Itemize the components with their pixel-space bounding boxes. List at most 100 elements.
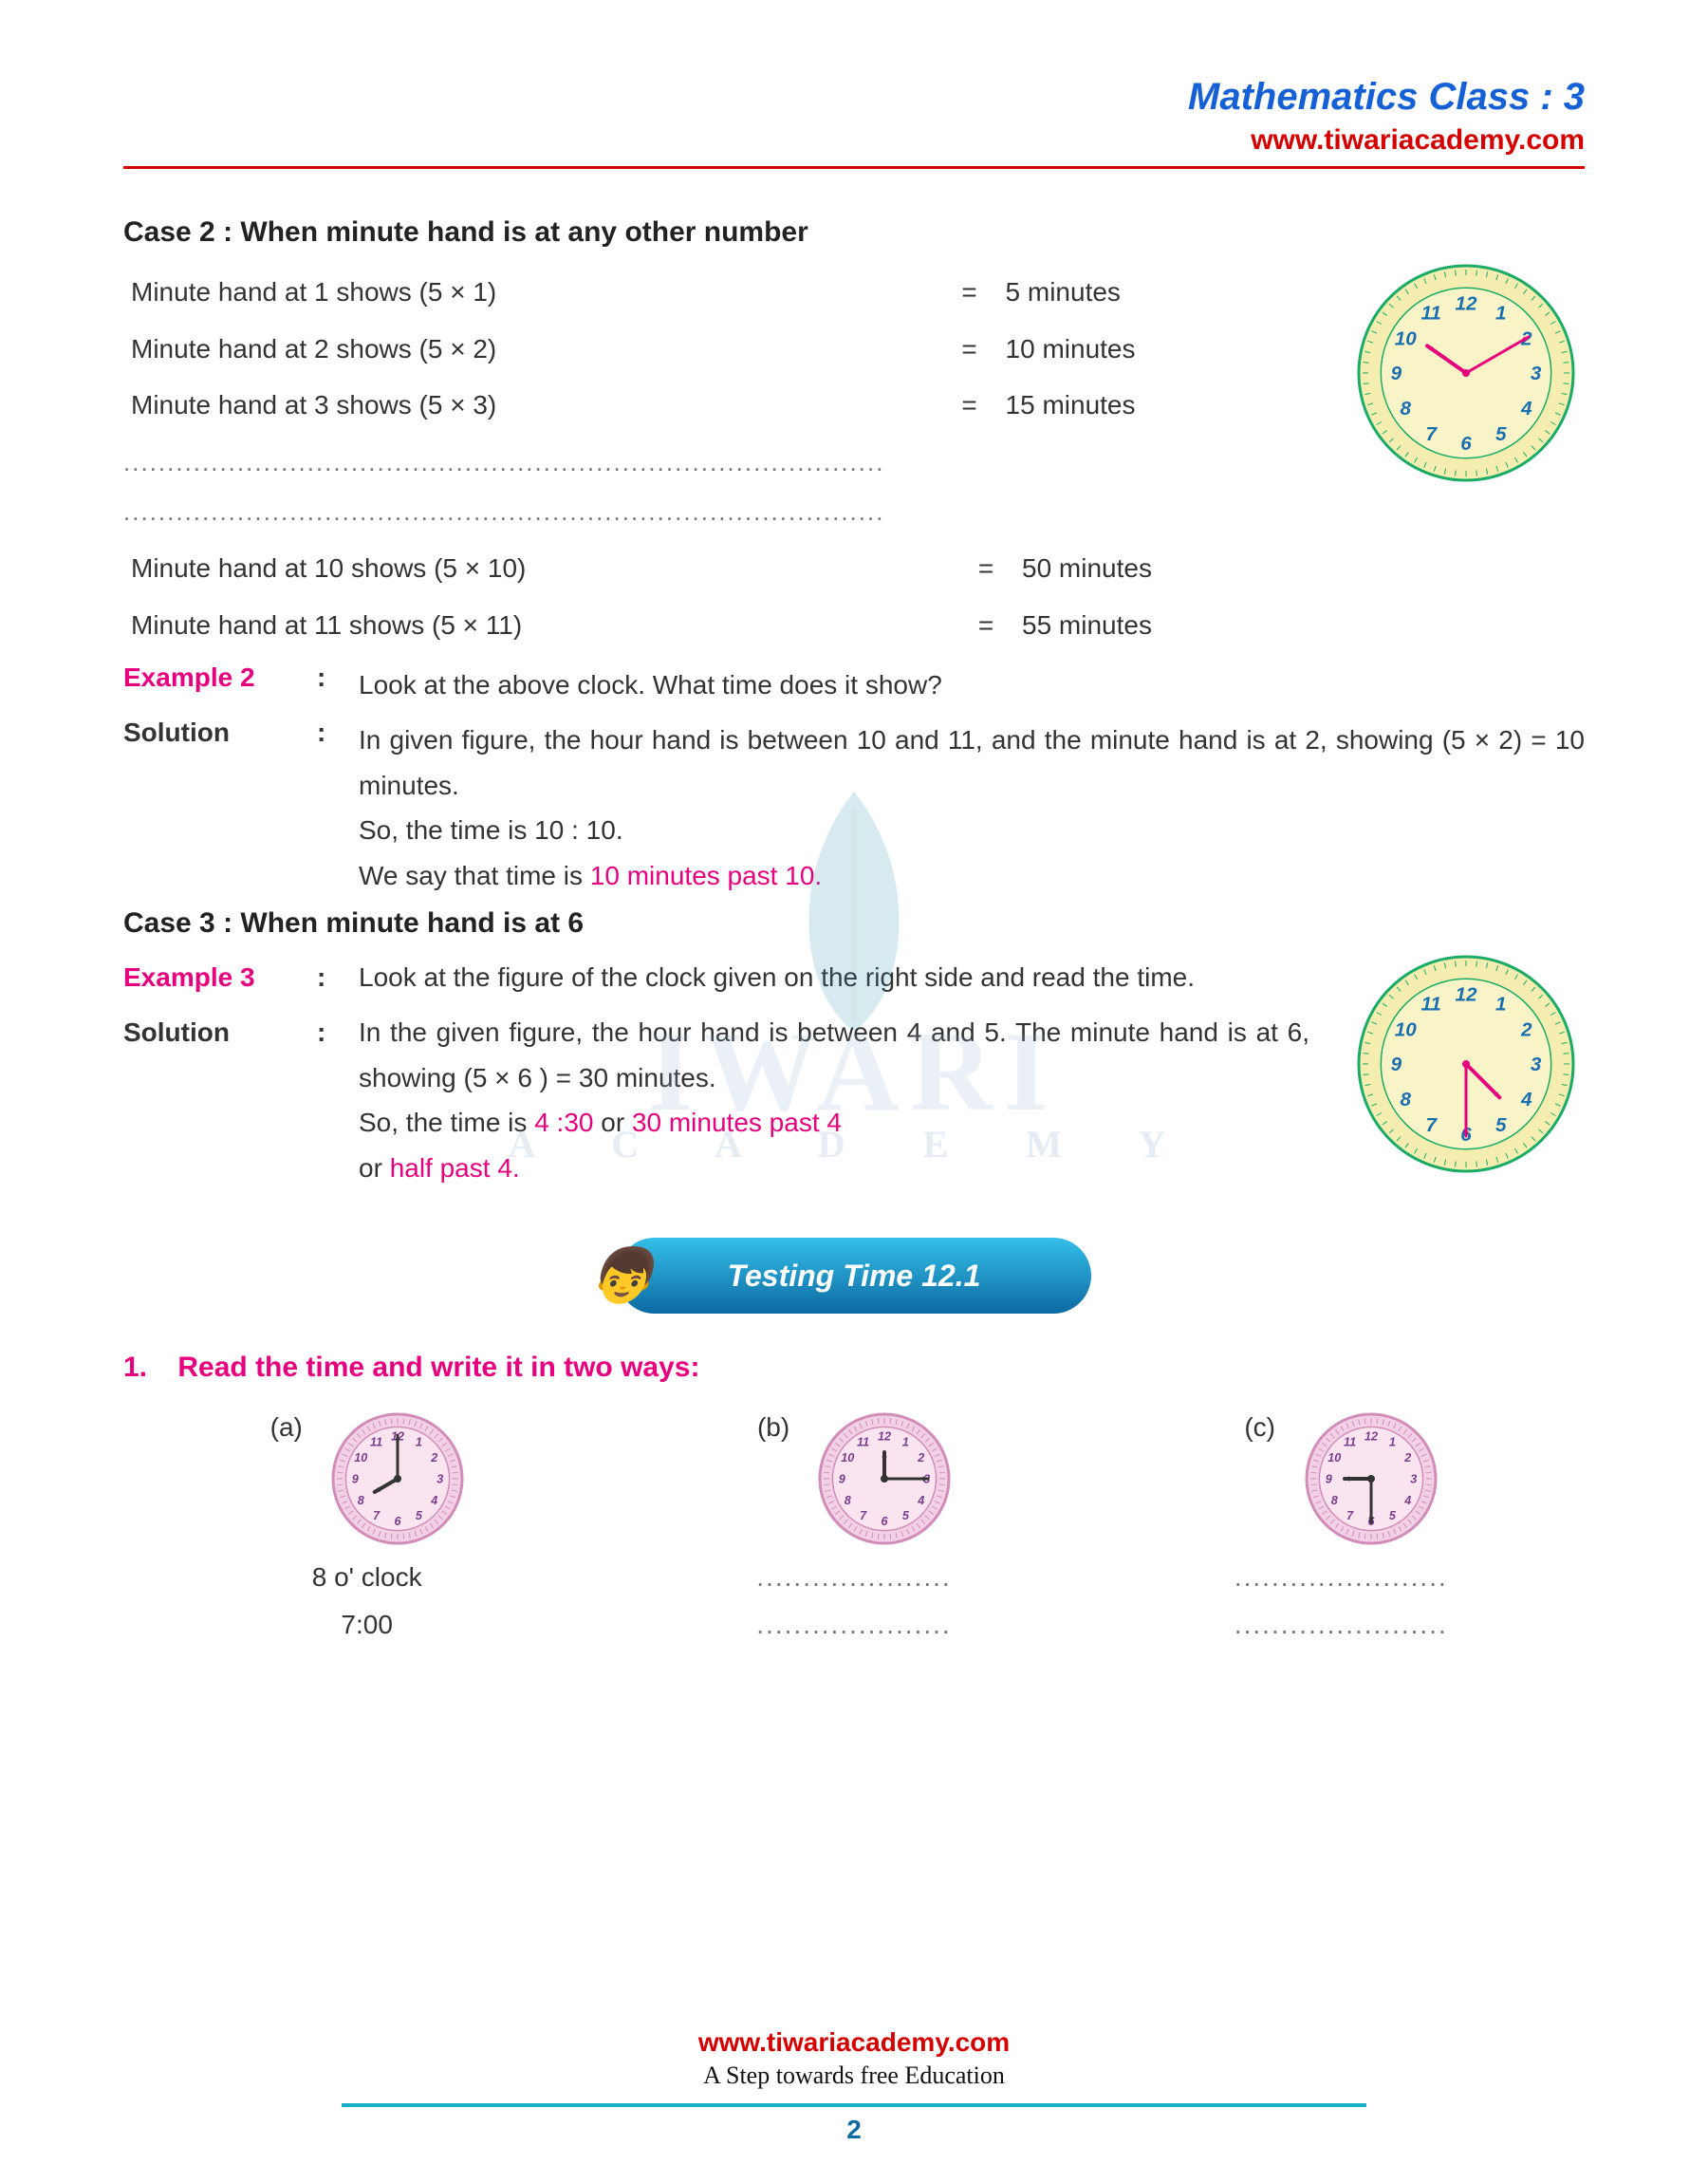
- case2-block: Minute hand at 1 shows (5 × 1)=5 minutes…: [123, 264, 1585, 653]
- example2-q-text: Look at the above clock. What time does …: [359, 662, 1585, 708]
- svg-text:11: 11: [370, 1436, 382, 1449]
- dotted-line: ........................................…: [123, 491, 1309, 532]
- svg-text:1: 1: [1495, 303, 1507, 325]
- svg-text:8: 8: [1401, 398, 1412, 420]
- example-label: Example 3: [123, 955, 294, 1000]
- exercise-clock-b: 123456789101112: [818, 1412, 951, 1545]
- svg-text:9: 9: [839, 1473, 845, 1486]
- solution-line: In the given figure, the hour hand is be…: [359, 1010, 1309, 1100]
- exercise-item-b: (b) 123456789101112 ....................…: [635, 1412, 1073, 1640]
- svg-text:8: 8: [1331, 1494, 1338, 1507]
- svg-text:2: 2: [1520, 1019, 1532, 1041]
- solution-line: In given figure, the hour hand is betwee…: [359, 718, 1585, 808]
- student-icon: 👦: [588, 1244, 655, 1307]
- case3-heading: Case 3 : When minute hand is at 6: [123, 907, 1585, 940]
- mh-row: Minute hand at 1 shows (5 × 1)=5 minutes: [123, 264, 1309, 321]
- footer-link[interactable]: www.tiwariacademy.com: [0, 2027, 1708, 2058]
- exercise-clock-a: 123456789101112: [331, 1412, 464, 1545]
- svg-text:3: 3: [1411, 1473, 1418, 1486]
- svg-text:5: 5: [1495, 1114, 1507, 1136]
- answer-line: 7:00: [341, 1610, 393, 1640]
- svg-text:11: 11: [1420, 994, 1440, 1016]
- svg-text:4: 4: [430, 1494, 437, 1507]
- solution-label: Solution: [123, 1010, 294, 1190]
- svg-text:1: 1: [416, 1436, 422, 1449]
- svg-text:5: 5: [1389, 1509, 1397, 1522]
- svg-text:7: 7: [1425, 1114, 1438, 1136]
- mh-row: Minute hand at 10 shows (5 × 10)=50 minu…: [123, 540, 1309, 597]
- minute-hand-table-2: Minute hand at 10 shows (5 × 10)=50 minu…: [123, 540, 1309, 653]
- svg-text:7: 7: [860, 1509, 867, 1522]
- testing-time-banner: 👦 Testing Time 12.1: [617, 1238, 1091, 1314]
- svg-text:12: 12: [1455, 984, 1477, 1006]
- svg-text:10: 10: [354, 1451, 367, 1465]
- example3-solution: Solution : In the given figure, the hour…: [123, 1010, 1309, 1190]
- answer-line: 8 o' clock: [312, 1562, 422, 1593]
- svg-text:7: 7: [1346, 1509, 1354, 1522]
- svg-text:12: 12: [1365, 1430, 1378, 1444]
- header-rule: [123, 166, 1585, 169]
- minute-hand-table: Minute hand at 1 shows (5 × 1)=5 minutes…: [123, 264, 1309, 434]
- svg-text:9: 9: [351, 1473, 358, 1486]
- dotted-line: ........................................…: [123, 441, 1309, 483]
- svg-text:8: 8: [357, 1494, 363, 1507]
- option-label: (b): [757, 1412, 795, 1443]
- svg-text:3: 3: [436, 1473, 443, 1486]
- question1-heading: 1. Read the time and write it in two way…: [123, 1352, 1585, 1384]
- svg-text:10: 10: [1395, 327, 1418, 349]
- header-title: Mathematics Class : 3: [123, 76, 1585, 119]
- question-text: Read the time and write it in two ways:: [177, 1352, 699, 1383]
- svg-text:2: 2: [430, 1451, 437, 1465]
- footer-tagline: A Step towards free Education: [0, 2062, 1708, 2090]
- example-label: Example 2: [123, 662, 294, 708]
- example3-block: Example 3 : Look at the figure of the cl…: [123, 955, 1585, 1200]
- exercise-clocks: (a) 123456789101112 8 o' clock 7:00 (b) …: [123, 1412, 1585, 1640]
- svg-text:12: 12: [1455, 293, 1477, 315]
- svg-text:10: 10: [1395, 1019, 1418, 1041]
- answer-blank: .......................: [1235, 1562, 1448, 1593]
- svg-text:9: 9: [1391, 1054, 1402, 1076]
- mh-row: Minute hand at 3 shows (5 × 3)=15 minute…: [123, 377, 1309, 434]
- option-label: (a): [270, 1412, 308, 1443]
- example2-solution: Solution : In given figure, the hour han…: [123, 718, 1585, 898]
- svg-text:2: 2: [917, 1451, 924, 1465]
- exercise-item-c: (c) 123456789101112 ....................…: [1122, 1412, 1560, 1640]
- svg-text:10: 10: [1328, 1451, 1342, 1465]
- clock-10-10: 123456789101112: [1357, 264, 1575, 482]
- answer-blank: .....................: [756, 1610, 951, 1640]
- exercise-clock-c: 123456789101112: [1305, 1412, 1438, 1545]
- svg-text:1: 1: [902, 1436, 909, 1449]
- svg-text:9: 9: [1326, 1473, 1332, 1486]
- svg-text:4: 4: [1520, 398, 1532, 420]
- svg-text:11: 11: [1344, 1436, 1356, 1449]
- page-footer: www.tiwariacademy.com A Step towards fre…: [0, 2027, 1708, 2145]
- svg-text:6: 6: [881, 1515, 888, 1528]
- svg-text:6: 6: [394, 1515, 401, 1528]
- solution-line: or half past 4.: [359, 1146, 1309, 1191]
- svg-text:4: 4: [917, 1494, 924, 1507]
- svg-text:8: 8: [845, 1494, 851, 1507]
- svg-text:6: 6: [1460, 433, 1472, 455]
- example2-question: Example 2 : Look at the above clock. Wha…: [123, 662, 1585, 708]
- svg-text:7: 7: [373, 1509, 381, 1522]
- answer-blank: .....................: [756, 1562, 951, 1593]
- svg-text:4: 4: [1520, 1089, 1532, 1110]
- svg-text:5: 5: [1495, 423, 1507, 445]
- example3-q-text: Look at the figure of the clock given on…: [359, 955, 1309, 1000]
- svg-text:10: 10: [841, 1451, 854, 1465]
- question-number: 1.: [123, 1352, 147, 1383]
- banner-label: Testing Time 12.1: [728, 1259, 981, 1294]
- solution-label: Solution: [123, 718, 294, 898]
- svg-text:9: 9: [1391, 363, 1402, 384]
- svg-text:8: 8: [1401, 1089, 1412, 1110]
- clock-4-30: 123456789101112: [1357, 955, 1575, 1173]
- svg-text:2: 2: [1404, 1451, 1412, 1465]
- solution-line: So, the time is 10 : 10.: [359, 808, 1585, 853]
- solution-line: We say that time is 10 minutes past 10.: [359, 853, 1585, 899]
- exercise-item-a: (a) 123456789101112 8 o' clock 7:00: [148, 1412, 586, 1640]
- svg-text:3: 3: [1531, 363, 1542, 384]
- footer-rule: [342, 2103, 1366, 2107]
- header-link[interactable]: www.tiwariacademy.com: [123, 124, 1585, 157]
- example3-question: Example 3 : Look at the figure of the cl…: [123, 955, 1309, 1000]
- svg-text:12: 12: [878, 1430, 891, 1444]
